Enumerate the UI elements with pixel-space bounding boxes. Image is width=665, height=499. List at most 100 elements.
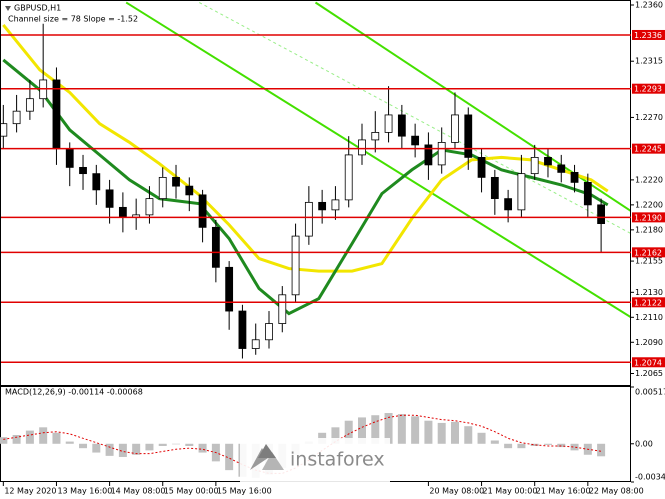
candle-body: [411, 135, 420, 146]
y-tick-label: 1.2315: [635, 57, 663, 66]
x-tick-label: 22 May 08:00: [589, 487, 644, 496]
macd-bar: [557, 443, 566, 448]
macd-bar: [105, 443, 114, 456]
level-badge: [632, 212, 665, 223]
candle-body: [557, 164, 566, 173]
level-badge: [632, 357, 665, 368]
candle-body: [25, 98, 34, 112]
price-panel: [0, 0, 631, 386]
candle-body: [12, 110, 21, 125]
trend-line: [199, 2, 630, 234]
macd-tick-label: 0.00: [635, 439, 653, 448]
macd-bar: [65, 441, 74, 444]
watermark-text: instaforex: [290, 449, 385, 471]
candle-body: [358, 139, 366, 156]
x-tick-label: 14 May 08:00: [111, 487, 166, 496]
candle-body: [52, 79, 61, 150]
candle-body: [344, 154, 353, 201]
candle-body: [105, 189, 114, 208]
candle-body: [172, 176, 180, 187]
y-tick-label: 1.2155: [635, 257, 663, 266]
macd-bar: [437, 422, 446, 444]
candle-body: [597, 204, 606, 225]
level-badge: [632, 143, 665, 154]
candle-body: [384, 114, 393, 133]
macd-title: MACD(12,26,9) -0.00114 -0.00068: [5, 388, 143, 397]
candle-body: [530, 156, 539, 175]
y-tick-label: 1.2065: [635, 369, 663, 378]
macd-bar: [0, 437, 8, 444]
y-tick-label: 1.2360: [635, 0, 663, 9]
macd-bar: [12, 434, 21, 444]
macd-bar: [357, 417, 366, 444]
macd-bar: [331, 427, 340, 444]
candle-body: [504, 198, 513, 211]
macd-tick-label: 0.00517: [635, 388, 665, 397]
macd-bar: [371, 415, 380, 444]
x-tick-label: 15 May 00:00: [164, 487, 219, 496]
candle-body: [1, 123, 8, 137]
candle-body: [158, 176, 167, 200]
y-tick-label: 1.2110: [635, 313, 663, 322]
candle-body: [464, 114, 473, 158]
candle-body: [517, 173, 526, 211]
macd-bar: [450, 421, 459, 444]
macd-bar: [79, 443, 88, 449]
x-tick-label: 20 May 08:00: [429, 487, 484, 496]
macd-bar: [225, 443, 234, 471]
symbol-icon: [5, 6, 11, 11]
macd-bar: [52, 432, 61, 444]
watermark-logo: instaforex: [240, 438, 390, 482]
candle-body: [92, 173, 101, 191]
candle-body: [570, 171, 579, 183]
candle-body: [225, 266, 234, 312]
macd-bar: [185, 443, 194, 446]
level-label: 1.2245: [634, 145, 662, 154]
candle-body: [304, 201, 313, 237]
candle-body: [331, 199, 340, 211]
level-badge: [632, 29, 665, 40]
macd-bar: [490, 440, 499, 444]
y-tick-label: 1.2220: [635, 175, 663, 184]
level-badge: [632, 297, 665, 308]
chart-subtitle: Channel size = 78 Slope = -1.52: [8, 15, 138, 24]
macd-bar: [597, 443, 606, 457]
candle-body: [437, 142, 446, 166]
macd-bar: [530, 443, 539, 446]
level-label: 1.2336: [634, 31, 662, 40]
candle-body: [424, 144, 433, 166]
candle-body: [79, 166, 87, 175]
macd-bar: [198, 443, 207, 453]
macd-bar: [504, 443, 513, 449]
candle-body: [265, 323, 273, 341]
macd-bar: [92, 443, 101, 453]
macd-bar: [464, 426, 473, 444]
macd-bar: [570, 443, 579, 451]
macd-bar: [477, 432, 486, 444]
candle-body: [118, 206, 127, 218]
level-label: 1.2162: [634, 248, 662, 257]
y-tick-label: 1.2270: [635, 113, 663, 122]
x-tick-label: 13 May 16:00: [57, 487, 112, 496]
candle-body: [251, 339, 260, 349]
candle-body: [371, 132, 380, 141]
candle-body: [451, 114, 459, 143]
candle-body: [544, 156, 552, 166]
macd-tick-label: -0.00348: [635, 473, 665, 482]
macd-bar: [145, 443, 154, 451]
macd-bar: [172, 443, 181, 445]
x-tick-label: 21 May 00:00: [483, 487, 538, 496]
macd-bar: [543, 443, 552, 445]
y-tick-label: 1.2200: [635, 200, 663, 209]
macd-bar: [517, 443, 526, 449]
macd-bar: [25, 430, 34, 444]
candle-body: [318, 201, 327, 211]
macd-bar: [158, 443, 167, 446]
level-badge: [632, 83, 665, 94]
macd-bar: [344, 420, 353, 444]
y-tick-label: 1.2090: [635, 338, 663, 347]
candle-body: [65, 148, 74, 168]
macd-bar: [384, 413, 393, 444]
candle-body: [145, 198, 154, 216]
macd-bar: [39, 427, 48, 444]
